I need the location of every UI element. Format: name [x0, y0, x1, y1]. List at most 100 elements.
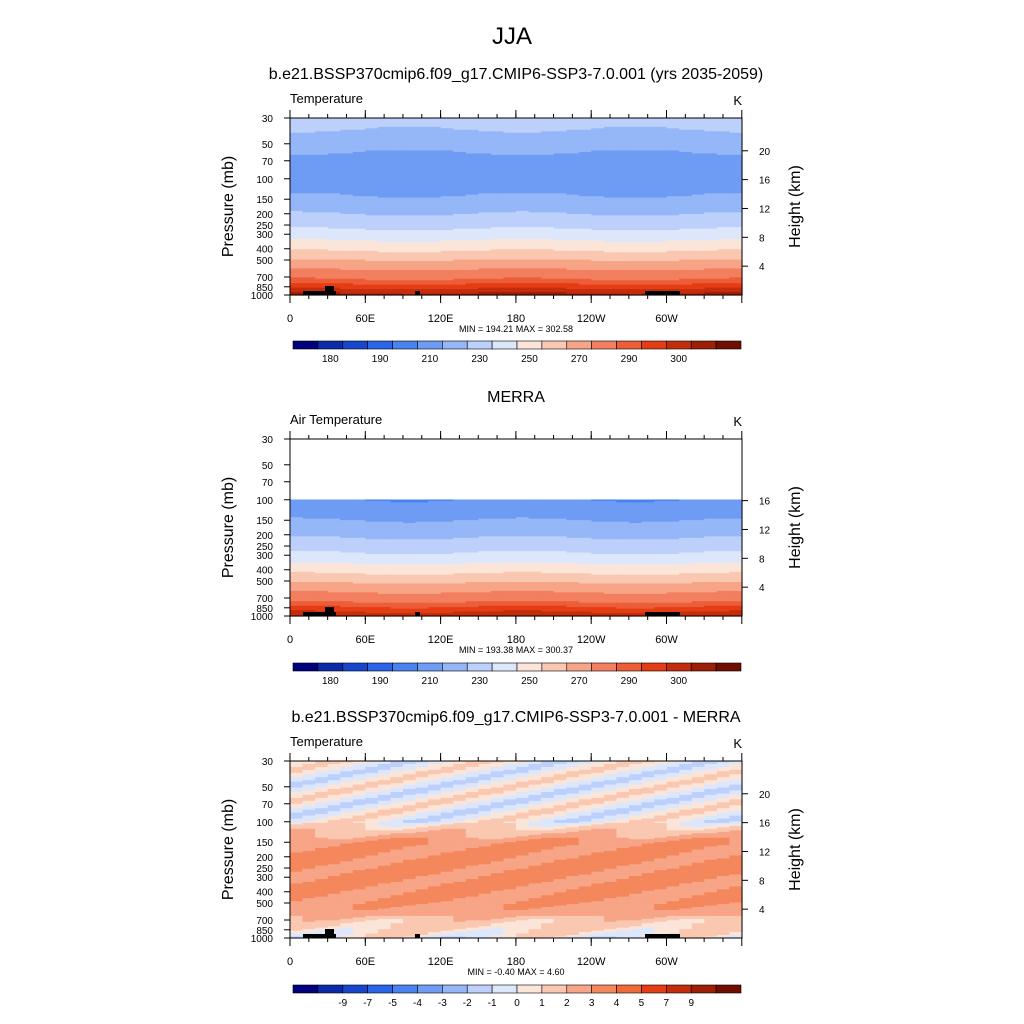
field-cell — [377, 202, 392, 205]
field-cell — [440, 255, 454, 258]
field-cell — [415, 126, 429, 129]
field-cell — [302, 216, 316, 219]
field-cell — [654, 222, 668, 225]
field-cell — [390, 230, 404, 233]
field-cell — [377, 441, 392, 445]
field-cell — [516, 221, 530, 224]
field-cell — [428, 148, 442, 152]
field-cell — [679, 290, 693, 293]
field-cell — [365, 175, 379, 178]
field-cell — [591, 274, 605, 277]
field-cell — [679, 212, 693, 215]
field-cell — [365, 179, 379, 183]
field-cell — [478, 182, 492, 185]
field-cell — [566, 123, 580, 126]
field-cell — [691, 122, 705, 125]
field-cell — [428, 233, 442, 236]
field-cell — [553, 221, 567, 224]
field-cell — [603, 148, 618, 152]
field-cell — [641, 281, 655, 284]
field-cell — [465, 231, 479, 234]
field-cell — [679, 138, 693, 141]
field-cell — [340, 153, 354, 156]
field-cell — [403, 182, 417, 185]
field-cell — [490, 144, 505, 147]
field-cell — [503, 278, 517, 281]
field-cell — [704, 162, 718, 165]
field-cell — [403, 441, 417, 445]
data-field — [290, 439, 743, 617]
field-cell — [327, 278, 341, 281]
field-cell — [541, 125, 555, 128]
field-cell — [415, 439, 429, 442]
field-cell — [465, 118, 479, 121]
field-cell — [566, 246, 580, 249]
field-cell — [352, 197, 366, 200]
field-cell — [302, 182, 316, 185]
field-cell — [453, 194, 467, 197]
field-cell — [691, 138, 705, 141]
field-cell — [428, 440, 442, 443]
field-cell — [365, 184, 379, 187]
field-cell — [415, 132, 429, 135]
field-cell — [490, 135, 505, 138]
field-cell — [591, 199, 605, 202]
field-cell — [428, 146, 442, 149]
field-cell — [302, 134, 316, 137]
field-cell — [704, 187, 718, 190]
field-cell — [528, 252, 542, 255]
field-cell — [377, 179, 392, 183]
field-cell — [428, 278, 442, 281]
field-cell — [603, 118, 618, 121]
field-cell — [290, 160, 304, 163]
field-cell — [390, 255, 404, 258]
field-cell — [478, 264, 492, 267]
field-cell — [666, 280, 680, 283]
field-cell — [679, 120, 693, 124]
field-cell — [553, 234, 567, 237]
field-cell — [616, 233, 630, 236]
field-cell — [641, 240, 655, 243]
field-cell — [377, 244, 392, 247]
field-cell — [679, 202, 693, 205]
field-cell — [465, 212, 479, 215]
field-cell — [465, 163, 479, 166]
field-cell — [315, 172, 329, 175]
field-cell — [290, 122, 304, 125]
field-cell — [691, 238, 705, 242]
field-cell — [465, 272, 479, 275]
field-cell — [403, 134, 417, 137]
field-cell — [528, 439, 542, 442]
field-cell — [629, 177, 643, 180]
field-cell — [666, 236, 680, 239]
field-cell — [516, 231, 530, 234]
field-cell — [704, 137, 718, 140]
field-cell — [553, 253, 567, 256]
field-cell — [465, 271, 479, 274]
field-cell — [365, 144, 379, 147]
field-cell — [315, 143, 329, 146]
field-cell — [541, 194, 555, 197]
field-cell — [691, 228, 705, 231]
field-cell — [478, 265, 492, 268]
field-cell — [453, 277, 467, 280]
field-cell — [490, 125, 505, 128]
field-cell — [516, 166, 530, 169]
field-cell — [603, 144, 618, 147]
field-cell — [578, 236, 592, 239]
field-cell — [553, 171, 567, 174]
field-cell — [729, 146, 743, 149]
field-cell — [654, 157, 668, 160]
field-cell — [691, 264, 705, 267]
field-cell — [641, 141, 655, 144]
field-cell — [503, 165, 517, 168]
field-cell — [553, 249, 567, 252]
field-cell — [528, 138, 542, 141]
field-cell — [603, 171, 618, 174]
field-cell — [440, 269, 454, 272]
field-cell — [553, 247, 567, 250]
field-cell — [666, 209, 680, 212]
field-cell — [603, 278, 618, 281]
field-cell — [478, 274, 492, 277]
field-cell — [490, 191, 505, 194]
